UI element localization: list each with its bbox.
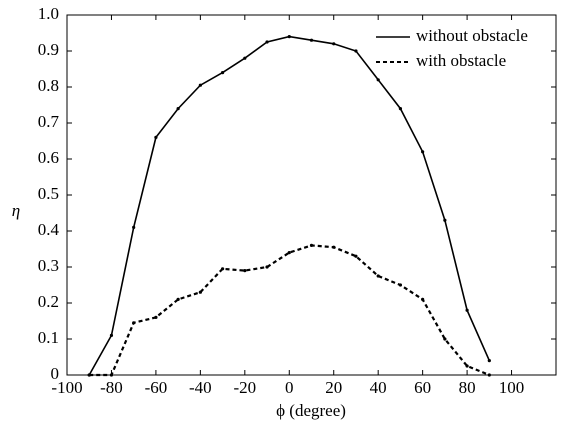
y-tick-label: 0.9 [38,40,59,59]
x-tick-label: 60 [414,378,431,397]
y-tick-label: 0.4 [38,220,60,239]
y-tick-label: 0 [51,364,60,383]
data-point [309,38,314,42]
data-point [287,35,291,39]
legend-label: with obstacle [416,51,506,70]
data-point [132,321,136,325]
data-point [443,337,447,341]
x-tick-label: -40 [189,378,212,397]
data-point [198,83,202,87]
data-point [354,49,358,53]
x-tick-label: 100 [499,378,525,397]
y-tick-label: 0.6 [38,148,59,167]
data-point [243,56,247,60]
data-point [309,243,314,247]
x-tick-label: -20 [233,378,256,397]
data-point [376,78,380,82]
data-point [132,225,136,229]
data-point [487,359,491,363]
data-point [465,364,469,368]
series-line [89,244,490,377]
data-point [398,107,403,111]
y-tick-label: 0.2 [38,292,59,311]
data-point [465,308,469,312]
y-tick-label: 0.8 [38,76,59,95]
x-tick-label: 40 [370,378,387,397]
legend-label: without obstacle [416,26,528,45]
data-point [287,251,291,255]
data-point [154,135,158,139]
x-tick-label: -60 [145,378,168,397]
x-tick-label: -80 [100,378,123,397]
data-point [265,265,269,269]
x-tick-label: 20 [325,378,342,397]
y-tick-label: 0.3 [38,256,59,275]
y-tick-label: 0.5 [38,184,59,203]
data-point [109,333,114,337]
y-axis-label: η [12,201,20,220]
data-point [109,373,114,377]
data-point [220,267,225,271]
series-line [88,35,491,376]
data-point [243,269,247,273]
data-point [487,373,491,377]
data-point [176,107,180,111]
x-tick-label: 80 [459,378,476,397]
x-tick-label: 0 [285,378,294,397]
data-point [443,218,447,222]
data-point [376,274,380,278]
y-tick-label: 0.1 [38,328,59,347]
x-axis-label: ϕ (degree) [276,401,346,420]
data-point [87,373,91,377]
data-point [421,150,425,154]
data-point [265,40,269,44]
data-point [154,315,158,319]
y-tick-label: 1.0 [38,4,59,23]
data-point [176,297,180,301]
data-point [220,71,225,75]
data-point [198,290,202,294]
data-point [421,297,425,301]
y-tick-label: 0.7 [38,112,60,131]
data-point [354,254,358,258]
data-point [332,42,336,46]
x-tick-label: -100 [51,378,82,397]
data-point [398,283,403,287]
data-point [332,245,336,249]
